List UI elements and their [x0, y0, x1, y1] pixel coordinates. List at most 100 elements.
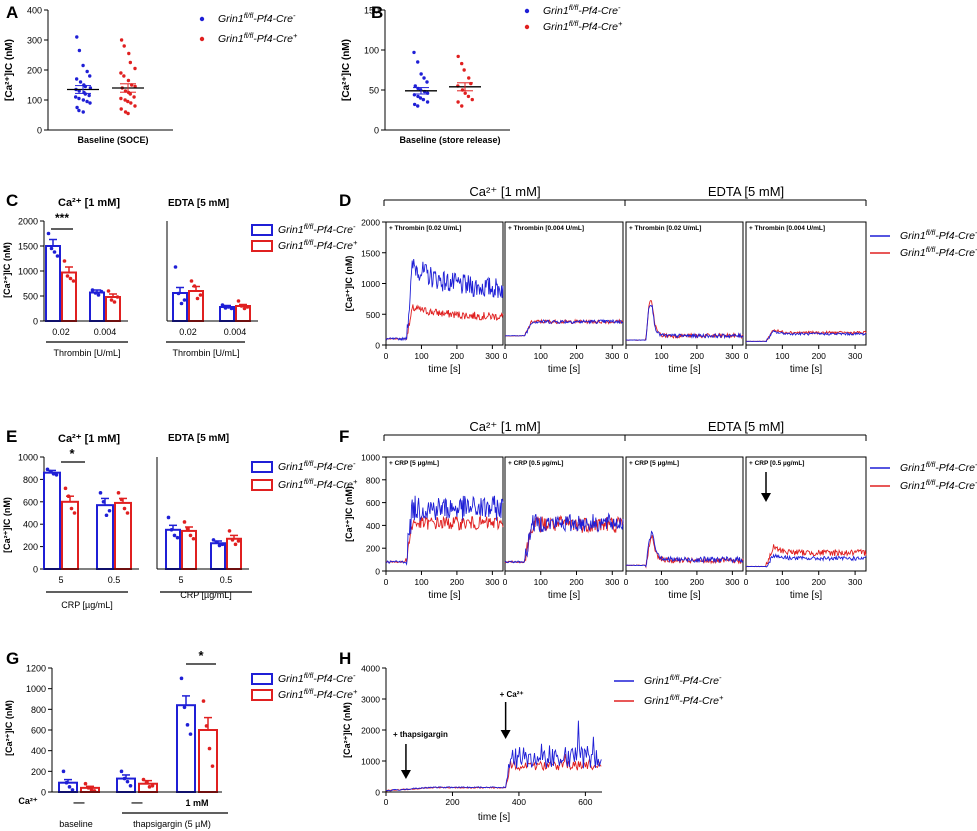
data-point	[68, 276, 73, 281]
trace-minus	[745, 553, 867, 568]
subpanel-frame	[504, 456, 624, 572]
data-point	[61, 769, 66, 774]
data-point	[74, 77, 79, 81]
data-point	[236, 299, 241, 303]
data-point	[227, 529, 232, 533]
legend-label: Grin1fl/fl-Pf4-Cre-	[900, 228, 977, 242]
data-point	[463, 91, 467, 95]
annotation-label: + Ca²⁺	[500, 690, 524, 699]
subpanel-frame	[385, 456, 504, 572]
y-tick-label: 0	[375, 341, 380, 351]
data-point	[77, 96, 81, 101]
data-point	[45, 467, 50, 472]
x-tick-label: 300	[725, 577, 739, 587]
legend-dot	[524, 8, 530, 14]
data-point	[115, 295, 120, 299]
x-tick-label: 200	[569, 351, 583, 361]
data-point	[125, 779, 130, 784]
legend-entry-cre-minus: Grin1fl/fl-Pf4-Cre-	[614, 673, 722, 687]
data-point	[87, 93, 91, 98]
y-axis-label: [Ca²⁺]IC (nM)	[341, 39, 352, 101]
x-tick-label: 100	[534, 351, 548, 361]
data-point	[466, 94, 471, 99]
stimulus-label: + CRP [0.5 µg/mL]	[508, 460, 563, 467]
data-point	[71, 279, 76, 283]
data-point	[64, 780, 69, 785]
x-tick-label: 0	[744, 351, 749, 361]
section-title-edta: EDTA [5 mM]	[708, 184, 784, 199]
data-point	[416, 104, 420, 108]
trace-minus	[385, 495, 504, 566]
data-point	[70, 788, 75, 792]
data-point	[51, 472, 56, 476]
trace-minus	[625, 530, 744, 568]
data-point	[172, 533, 177, 538]
ca-row-value: —	[74, 797, 85, 809]
legend-entry-cre-minus: Grin1fl/fl-Pf4-Cre+	[199, 31, 298, 45]
data-point	[188, 533, 193, 538]
data-point	[166, 515, 171, 520]
data-point	[132, 95, 136, 99]
panel-letter-a: A	[6, 3, 18, 22]
data-point	[81, 98, 86, 102]
data-point	[69, 506, 74, 511]
y-tick-label: 800	[31, 705, 46, 715]
data-point	[85, 99, 89, 104]
significance-label: *	[198, 648, 204, 663]
legend-box	[251, 673, 273, 685]
data-point	[126, 78, 131, 83]
y-tick-label: 800	[23, 475, 38, 485]
x-axis-label: time [s]	[668, 590, 700, 601]
data-point	[133, 66, 137, 71]
ca-row-label: Ca²⁺	[18, 796, 38, 806]
data-point	[85, 69, 89, 74]
x-tick-label: 200	[812, 577, 826, 587]
x-tick-label: 300	[485, 577, 499, 587]
data-point	[416, 60, 420, 64]
data-point	[128, 92, 132, 96]
data-point	[245, 305, 250, 309]
y-tick-label: 2000	[361, 218, 380, 228]
legend-label: Grin1fl/fl-Pf4-Cre+	[900, 245, 977, 259]
data-point	[123, 110, 128, 114]
data-point	[96, 293, 101, 297]
subpanel-frame	[385, 221, 504, 346]
stimulus-label: + Thrombin [0.02 U/mL]	[389, 225, 461, 232]
data-point	[195, 296, 200, 301]
data-point	[46, 231, 51, 236]
data-point	[75, 35, 79, 39]
legend-dot	[199, 36, 205, 42]
arrow-head	[500, 730, 511, 739]
x-tick-label: 600	[578, 797, 592, 807]
stimulus-label: + Thrombin [0.004 U/mL]	[749, 225, 825, 232]
y-tick-label: 50	[369, 86, 379, 96]
data-point	[123, 98, 127, 102]
y-tick-label: 200	[23, 542, 38, 552]
legend-box	[251, 224, 273, 236]
data-point	[239, 304, 244, 308]
y-tick-label: 600	[31, 726, 46, 736]
x-axis-label: time [s]	[478, 812, 510, 823]
y-tick-label: 0	[33, 317, 38, 327]
x-tick-label: 0.02	[179, 327, 197, 337]
data-point	[147, 785, 152, 789]
x-tick-label: 200	[450, 577, 464, 587]
data-point	[77, 108, 81, 113]
y-tick-label: 0	[375, 788, 380, 798]
data-point	[78, 80, 83, 84]
section-title-ca: Ca²⁺ [1 mM]	[469, 184, 540, 199]
data-point	[112, 300, 117, 304]
y-tick-label: 400	[366, 521, 380, 531]
data-point	[52, 250, 57, 254]
x-tick-label: 300	[605, 577, 619, 587]
data-point	[173, 265, 178, 269]
data-point	[185, 526, 190, 531]
data-point	[207, 746, 212, 751]
data-point	[116, 491, 121, 495]
data-point	[88, 74, 92, 78]
legend-box	[251, 479, 273, 491]
subpanel-frame	[745, 456, 867, 572]
legend-box	[251, 240, 273, 252]
x-tick-label: 100	[654, 577, 668, 587]
